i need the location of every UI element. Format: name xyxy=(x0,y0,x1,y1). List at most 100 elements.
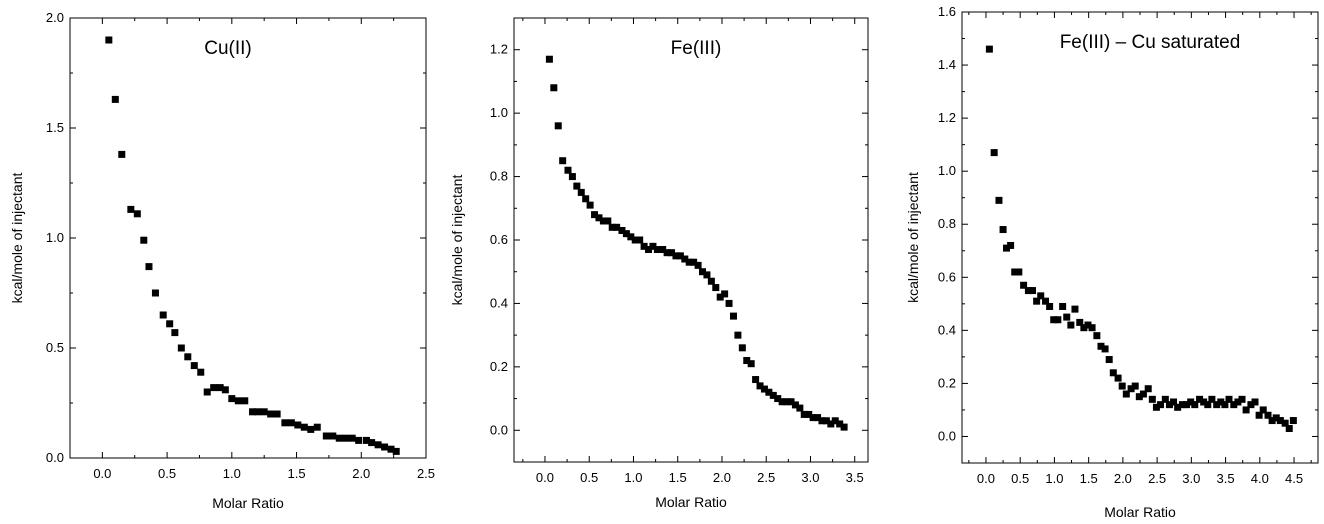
data-point xyxy=(1200,398,1208,406)
plot-frame xyxy=(69,17,427,459)
chart-panel-2: 0.0 0.2 0.4 0.6 0.8 1.0 1.2 0.0 0.5 1.0 1.5 2.0 2.5 3… xyxy=(449,17,869,510)
data-point xyxy=(1255,411,1263,419)
data-point xyxy=(999,226,1007,234)
x-tick-label: 1.5 xyxy=(1080,471,1098,486)
data-point xyxy=(747,360,755,368)
data-point xyxy=(1080,324,1088,332)
data-point xyxy=(1024,287,1032,295)
data-point xyxy=(778,398,786,406)
data-point xyxy=(300,423,308,431)
data-point xyxy=(1178,401,1186,409)
data-point xyxy=(241,397,249,405)
data-point xyxy=(668,249,676,257)
data-point xyxy=(281,419,289,427)
data-point xyxy=(1204,401,1212,409)
data-point xyxy=(653,246,661,254)
data-point xyxy=(1105,356,1113,364)
y-axis-title: kcal/mole of injectant xyxy=(9,173,25,304)
x-tick-label: 1.5 xyxy=(288,466,306,481)
data-point xyxy=(774,395,782,403)
data-point xyxy=(622,230,630,238)
data-point xyxy=(618,226,626,234)
x-tick-label: 1.0 xyxy=(1045,471,1063,486)
data-point xyxy=(1148,395,1156,403)
x-tick-label: 0.5 xyxy=(1011,471,1029,486)
data-point xyxy=(197,368,205,376)
data-point xyxy=(234,397,242,405)
panel-title: Fe(III) – Cu saturated xyxy=(1060,32,1241,53)
data-point xyxy=(627,233,635,241)
y-tick-label: 1.0 xyxy=(46,230,64,245)
data-point xyxy=(1152,403,1160,411)
data-point xyxy=(216,384,224,392)
y-tick-label: 0.2 xyxy=(490,359,508,374)
y-tick-label: 1.2 xyxy=(490,42,508,57)
x-tick-label: 3.5 xyxy=(1217,471,1235,486)
data-point xyxy=(831,417,839,425)
data-point xyxy=(1109,369,1117,377)
data-point xyxy=(249,408,257,416)
data-point xyxy=(554,122,562,130)
data-point xyxy=(985,45,993,53)
data-point xyxy=(1213,401,1221,409)
data-point xyxy=(1046,302,1054,310)
y-tick-label: 0.0 xyxy=(490,422,508,437)
x-tick-label: 2.0 xyxy=(352,466,370,481)
data-point xyxy=(368,439,376,447)
y-tick-label: 0.5 xyxy=(46,340,64,355)
x-tick-label: 3.0 xyxy=(801,470,819,485)
data-point xyxy=(1264,411,1272,419)
data-point xyxy=(805,410,813,418)
data-point xyxy=(725,299,733,307)
data-point xyxy=(145,263,153,271)
y-tick-label: 0.0 xyxy=(938,428,956,443)
data-point xyxy=(760,385,768,393)
data-point xyxy=(550,84,558,92)
data-point xyxy=(294,421,302,429)
data-point xyxy=(1020,281,1028,289)
data-point xyxy=(171,329,179,337)
data-point xyxy=(1063,313,1071,321)
data-point xyxy=(800,410,808,418)
data-point xyxy=(1135,393,1143,401)
data-point xyxy=(348,434,356,442)
y-tick-label: 1.2 xyxy=(938,110,956,125)
data-point xyxy=(729,312,737,320)
y-tick-label: 1.6 xyxy=(938,4,956,19)
data-point xyxy=(787,398,795,406)
x-axis-title: Molar Ratio xyxy=(655,494,727,510)
data-point xyxy=(676,252,684,260)
data-point xyxy=(1088,324,1096,332)
data-point xyxy=(568,173,576,181)
data-point xyxy=(640,242,648,250)
data-point xyxy=(690,258,698,266)
data-point xyxy=(1225,395,1233,403)
data-point xyxy=(133,210,141,218)
data-point xyxy=(118,150,126,158)
x-tick-label: 2.5 xyxy=(417,466,435,481)
data-point xyxy=(1015,268,1023,276)
y-tick-label: 0.6 xyxy=(938,269,956,284)
data-point xyxy=(577,188,585,196)
x-axis-title: Molar Ratio xyxy=(212,495,284,511)
data-point xyxy=(1037,292,1045,300)
data-point xyxy=(796,404,804,412)
data-point xyxy=(1161,395,1169,403)
data-point xyxy=(1033,297,1041,305)
data-point xyxy=(1127,385,1135,393)
data-point xyxy=(221,386,229,394)
x-tick-label: 0.5 xyxy=(580,470,598,485)
data-point xyxy=(716,293,724,301)
x-tick-label: 0.0 xyxy=(977,471,995,486)
data-point xyxy=(604,217,612,225)
data-point xyxy=(228,395,236,403)
data-point xyxy=(645,246,653,254)
data-point xyxy=(545,55,553,63)
data-point xyxy=(1165,401,1173,409)
data-point xyxy=(663,249,671,257)
data-point xyxy=(827,420,835,428)
panel-title: Cu(II) xyxy=(204,38,252,59)
data-point xyxy=(694,261,702,269)
data-point xyxy=(613,223,621,231)
